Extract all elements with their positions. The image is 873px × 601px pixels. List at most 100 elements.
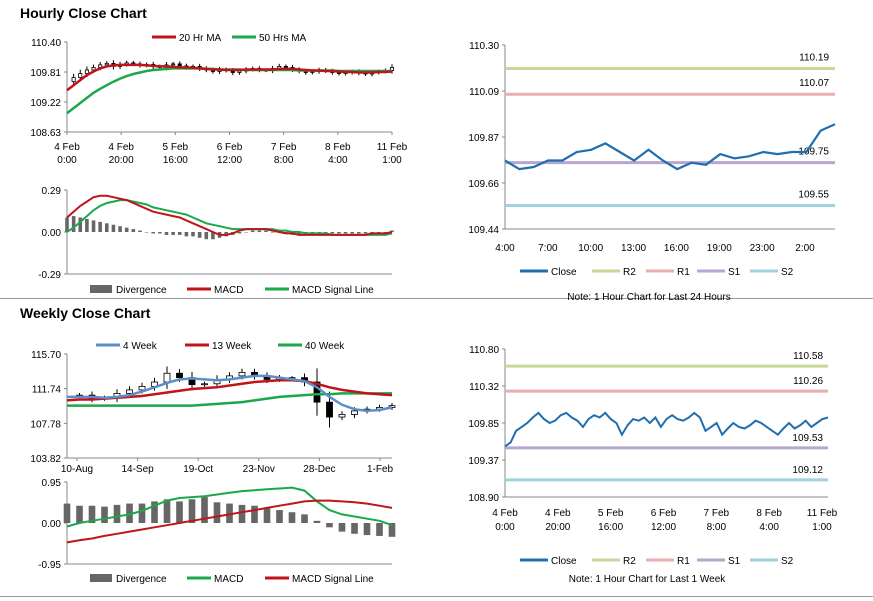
hourly-pivot-s2-label: 109.55 xyxy=(798,189,829,200)
weekly-pivot-legend-s2-label: S2 xyxy=(781,556,794,567)
hourly-pivot-xtick: 2:00 xyxy=(795,243,815,254)
weekly-price-xtick: 19-Oct xyxy=(183,464,213,475)
hourly-macd-divergence-bar xyxy=(138,230,142,232)
weekly-macd-divergence-bar xyxy=(301,514,308,523)
hourly-macd-divergence-bar xyxy=(118,226,122,232)
hourly-price-body xyxy=(177,63,182,67)
weekly-pivot-xtick-time: 20:00 xyxy=(545,522,570,533)
hourly-pivot-s1-label: 109.75 xyxy=(798,147,829,158)
weekly-price-body xyxy=(163,372,171,383)
hourly-price-ytick: 110.40 xyxy=(31,38,61,49)
weekly-price-body xyxy=(126,389,133,394)
hourly-pivot-legend-close-label: Close xyxy=(551,267,577,278)
hourly-macd-legend-divergence-swatch xyxy=(90,285,112,293)
hourly-macd-ytick: 0.00 xyxy=(42,228,62,239)
weekly-pivot-xtick-date: 8 Feb xyxy=(756,508,782,519)
weekly-pivot-ytick: 109.85 xyxy=(468,419,499,430)
weekly-pivot-xtick-date: 4 Feb xyxy=(545,508,571,519)
weekly-pivot-s1-label: 109.53 xyxy=(792,433,823,444)
weekly-macd-divergence-bar xyxy=(213,502,221,523)
hourly-legend-ma50-label: 50 Hrs MA xyxy=(259,33,307,44)
hourly-price-xtick-date: 6 Feb xyxy=(217,142,243,153)
hourly-macd-divergence-bar xyxy=(151,232,156,234)
hourly-macd-divergence-bar xyxy=(131,229,136,232)
hourly-macd-divergence-bar xyxy=(144,232,149,233)
weekly-macd-legend-macd-label: MACD xyxy=(214,574,243,585)
weekly-legend-40week-label: 40 Week xyxy=(305,341,345,352)
hourly-price-xtick-time: 8:00 xyxy=(274,155,294,166)
weekly-pivot-legend-r1-label: R1 xyxy=(677,556,690,567)
weekly-pivot-xtick-date: 4 Feb xyxy=(492,508,518,519)
hourly-price-body xyxy=(84,69,89,74)
hourly-macd-divergence-bar xyxy=(158,232,162,234)
hourly-macd-divergence-bar xyxy=(197,232,202,238)
weekly-macd-ytick: 0.00 xyxy=(42,519,62,530)
hourly-pivot-xtick: 23:00 xyxy=(750,243,775,254)
hourly-macd-line xyxy=(66,194,393,236)
hourly-price-xtick-time: 1:00 xyxy=(382,155,402,166)
weekly-pivot-xtick-date: 6 Feb xyxy=(651,508,677,519)
weekly-price-body xyxy=(176,372,183,379)
weekly-macd-divergence-bar xyxy=(163,499,171,523)
weekly-legend-4week-label: 4 Week xyxy=(123,341,158,352)
hourly-macd-divergence-bar xyxy=(204,232,209,240)
weekly-price-ytick: 103.82 xyxy=(30,454,61,465)
hourly-pivot-xtick: 4:00 xyxy=(495,243,515,254)
weekly-legend-13week-label: 13 Week xyxy=(212,341,252,352)
weekly-pivot-s2-label: 109.12 xyxy=(792,465,823,476)
weekly-macd-divergence-bar xyxy=(263,507,271,523)
weekly-macd-divergence-bar xyxy=(76,505,83,523)
hourly-pivot-legend-s2-label: S2 xyxy=(781,267,794,278)
weekly-macd-divergence-bar xyxy=(176,501,183,523)
hourly-macd-divergence-bar xyxy=(71,216,76,232)
hourly-macd-divergence-bar xyxy=(124,227,129,232)
hourly-price-body xyxy=(104,62,109,66)
weekly-pivot-r1-label: 110.26 xyxy=(793,376,823,387)
weekly-pivot-ytick: 110.80 xyxy=(469,345,499,356)
hourly-macd-divergence-bar xyxy=(65,217,69,232)
weekly-pivot-ytick: 109.37 xyxy=(468,456,499,467)
weekly-macd-legend-signal-label: MACD Signal Line xyxy=(292,574,374,585)
weekly-macd-divergence-bar xyxy=(338,523,346,532)
hourly-pivot-ytick: 109.87 xyxy=(468,133,499,144)
hourly-price-ytick: 109.22 xyxy=(30,98,61,109)
hourly-macd-divergence-bar xyxy=(91,220,96,232)
hourly-ma50-line xyxy=(66,67,392,115)
weekly-macd-divergence-bar xyxy=(138,503,146,523)
weekly-ma4-line xyxy=(67,374,393,413)
hourly-price-xtick-time: 12:00 xyxy=(217,155,242,166)
weekly-pivot-xtick-time: 0:00 xyxy=(495,522,515,533)
weekly-price-xtick: 28-Dec xyxy=(303,464,335,475)
hourly-pivot-ytick: 109.66 xyxy=(468,179,499,190)
weekly-pivot-xtick-time: 12:00 xyxy=(651,522,676,533)
hourly-macd-ytick: 0.29 xyxy=(42,186,62,197)
hourly-price-xtick-time: 4:00 xyxy=(328,155,348,166)
weekly-pivot-xtick-time: 8:00 xyxy=(707,522,727,533)
hourly-pivot-ytick: 110.30 xyxy=(469,41,499,52)
hourly-macd-divergence-bar xyxy=(390,230,394,232)
hourly-price-xtick-date: 4 Feb xyxy=(54,142,80,153)
hourly-price-xtick-time: 20:00 xyxy=(109,155,134,166)
hourly-macd-divergence-bar xyxy=(363,232,368,234)
weekly-macd-divergence-bar xyxy=(188,499,196,523)
hourly-macd-divergence-bar xyxy=(343,232,348,234)
weekly-macd-line xyxy=(66,486,393,528)
weekly-macd-divergence-bar xyxy=(201,497,208,523)
hourly-macd-divergence-bar xyxy=(98,221,102,232)
hourly-pivot-close-line xyxy=(504,123,836,171)
weekly-pivot-xtick-time: 16:00 xyxy=(598,522,623,533)
hourly-price-ytick: 109.81 xyxy=(30,68,61,79)
hourly-pivot-r1-label: 110.07 xyxy=(799,78,829,89)
weekly-macd-divergence-bar xyxy=(113,504,121,523)
weekly-pivot-note: Note: 1 Hour Chart for Last 1 Week xyxy=(569,574,727,585)
weekly-pivot-xtick-time: 1:00 xyxy=(812,522,832,533)
hourly-macd-divergence-bar xyxy=(357,232,361,234)
hourly-pivot-r2-label: 110.19 xyxy=(799,53,829,64)
weekly-pivot-legend-close-label: Close xyxy=(551,556,577,567)
weekly-macd-divergence-bar xyxy=(238,504,246,523)
weekly-pivot-ytick: 108.90 xyxy=(468,493,499,504)
weekly-price-body xyxy=(201,383,208,386)
hourly-macd-divergence-bar xyxy=(191,232,195,237)
hourly-macd-signal-line xyxy=(66,199,393,236)
weekly-macd-signal-line xyxy=(66,499,393,544)
